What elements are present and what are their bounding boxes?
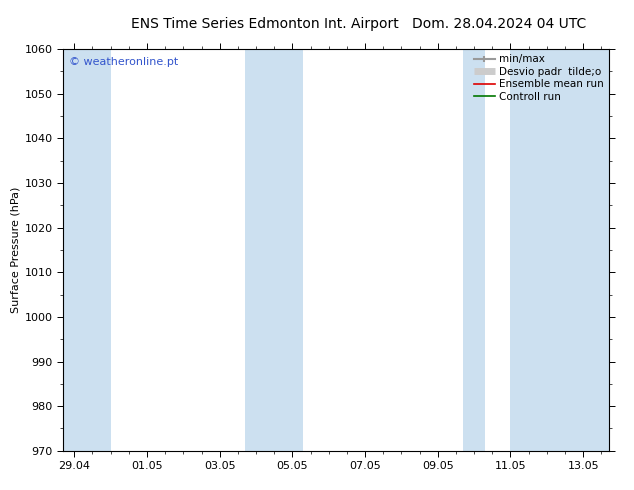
Y-axis label: Surface Pressure (hPa): Surface Pressure (hPa) [11, 187, 21, 313]
Legend: min/max, Desvio padr  tilde;o, Ensemble mean run, Controll run: min/max, Desvio padr tilde;o, Ensemble m… [472, 52, 605, 104]
Bar [463, 49, 485, 451]
Text: © weatheronline.pt: © weatheronline.pt [69, 57, 178, 67]
Bar [63, 49, 111, 451]
Text: Dom. 28.04.2024 04 UTC: Dom. 28.04.2024 04 UTC [413, 17, 586, 31]
Text: ENS Time Series Edmonton Int. Airport: ENS Time Series Edmonton Int. Airport [131, 17, 399, 31]
Bar [245, 49, 303, 451]
Bar [510, 49, 609, 451]
